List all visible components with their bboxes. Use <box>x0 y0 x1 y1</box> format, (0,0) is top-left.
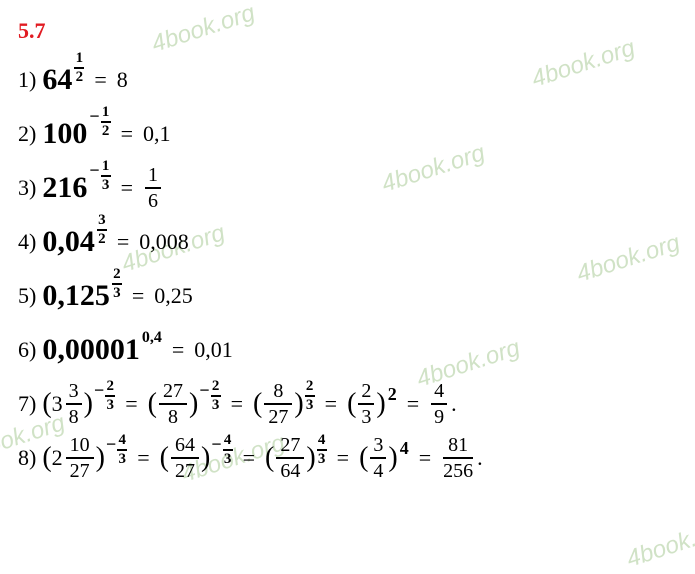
equation-line-7: 7) (338) −23 = (278) −23 = (827) 23 = (2… <box>18 380 677 428</box>
line-number: 8) <box>18 445 36 471</box>
result: 0,25 <box>154 283 193 309</box>
line-number: 5) <box>18 283 36 309</box>
equals: = <box>132 283 144 309</box>
exponent: −23 <box>94 379 115 413</box>
base: 216 <box>42 171 87 205</box>
exponent: 1 2 <box>74 51 84 85</box>
exponent: 23 <box>305 379 315 413</box>
line-number: 6) <box>18 337 36 363</box>
line-number: 4) <box>18 229 36 255</box>
exponent: 0,4 <box>142 329 162 347</box>
result: 0,01 <box>194 337 233 363</box>
line-number: 7) <box>18 391 36 417</box>
equals: = <box>94 67 106 93</box>
line-number: 3) <box>18 175 36 201</box>
exponent: − 1 3 <box>89 159 110 193</box>
exponent: −43 <box>106 433 127 467</box>
equation-line-6: 6) 0,00001 0,4 = 0,01 <box>18 326 677 374</box>
line-number: 1) <box>18 67 36 93</box>
result-fraction: 1 6 <box>145 165 161 211</box>
exponent: −43 <box>211 433 232 467</box>
equation-line-8: 8) (21027) −43 = (6427) −43 = (2764) 43 … <box>18 434 677 482</box>
equals: = <box>117 229 129 255</box>
base: 0,00001 <box>42 333 140 367</box>
section-number: 5.7 <box>18 18 677 44</box>
equals: = <box>172 337 184 363</box>
equation-line-4: 4) 0,04 3 2 = 0,008 <box>18 218 677 266</box>
exponent: 43 <box>317 433 327 467</box>
equation-line-2: 2) 100 − 1 2 = 0,1 <box>18 110 677 158</box>
base: 100 <box>42 117 87 151</box>
exponent: 3 2 <box>97 213 107 247</box>
equals: = <box>121 121 133 147</box>
math-content: 5.7 1) 64 1 2 = 8 2) 100 − 1 2 <box>0 0 695 498</box>
equation-line-3: 3) 216 − 1 3 = 1 6 <box>18 164 677 212</box>
equation-line-1: 1) 64 1 2 = 8 <box>18 56 677 104</box>
line-number: 2) <box>18 121 36 147</box>
exponent: −23 <box>199 379 220 413</box>
base: 64 <box>42 63 72 97</box>
equation-line-5: 5) 0,125 2 3 = 0,25 <box>18 272 677 320</box>
exponent: 2 3 <box>112 267 122 301</box>
result: 0,008 <box>139 229 189 255</box>
result: 0,1 <box>143 121 171 147</box>
exponent: − 1 2 <box>89 105 110 139</box>
result: 8 <box>117 67 128 93</box>
base: 0,04 <box>42 225 95 259</box>
base: 0,125 <box>42 279 110 313</box>
equals: = <box>121 175 133 201</box>
